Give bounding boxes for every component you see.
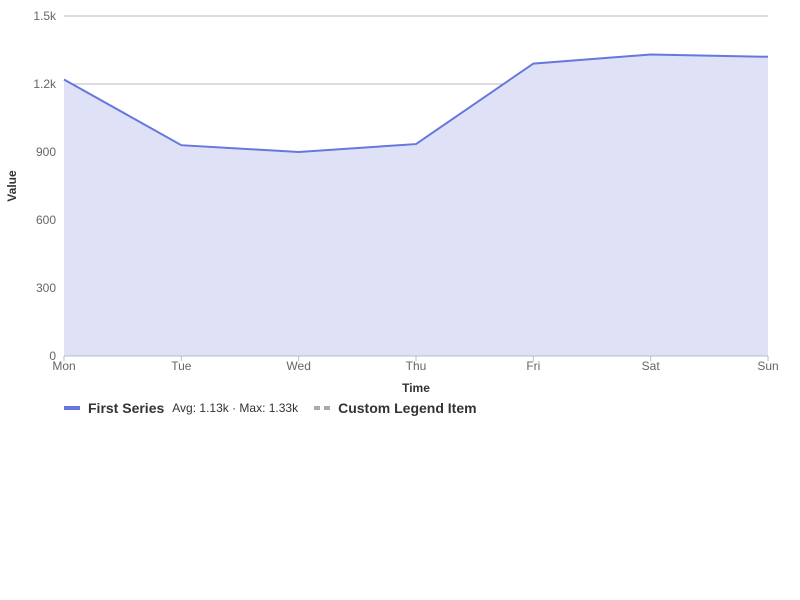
y-tick-label: 1.5k [33,9,57,23]
x-tick-label: Mon [52,359,75,373]
legend-label: Custom Legend Item [338,400,477,416]
legend-item-custom[interactable]: Custom Legend Item [314,400,477,416]
x-tick-label: Wed [286,359,310,373]
x-tick-label: Fri [526,359,540,373]
y-axis-ticks: 0 300 600 900 1.2k 1.5k [33,9,57,363]
plot-area [63,53,769,357]
legend-item-first-series[interactable]: First Series Avg: 1.13k · Max: 1.33k [64,400,298,416]
y-tick-label: 1.2k [33,77,57,91]
y-tick-label: 300 [36,281,56,295]
legend-swatch-dashed [314,406,331,410]
legend-stats: Avg: 1.13k · Max: 1.33k [172,401,299,415]
x-tick-label: Sat [642,359,661,373]
x-tick-label: Thu [406,359,427,373]
y-tick-label: 0 [49,349,56,363]
x-tick-label: Tue [171,359,192,373]
series-area-first-series [64,54,768,357]
y-axis-title: Value [5,170,19,202]
x-tick-label: Sun [757,359,778,373]
y-tick-label: 900 [36,145,56,159]
legend-label: First Series [88,400,165,416]
x-axis-ticks: Mon Tue Wed Thu Fri Sat Sun [52,355,779,373]
x-axis-title: Time [402,381,430,395]
y-tick-label: 600 [36,213,56,227]
legend: First Series Avg: 1.13k · Max: 1.33k Cus… [64,400,493,416]
legend-swatch-solid [64,406,80,410]
